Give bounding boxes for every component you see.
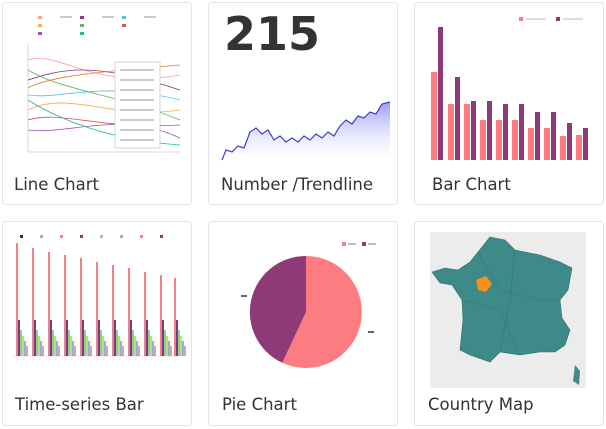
card-line-chart-part	[2, 2, 192, 205]
bar-chart-thumbnail-part	[551, 112, 556, 160]
time-series-bar-thumbnail-part	[112, 265, 114, 356]
pie-chart-thumbnail-part	[282, 256, 362, 368]
card-label: Number /Trendline	[221, 175, 373, 194]
line-chart-thumbnail	[27, 16, 181, 153]
card-label: Time-series Bar	[14, 395, 144, 414]
line-chart-thumbnail-part	[122, 24, 126, 27]
time-series-bar-thumbnail-part	[20, 235, 23, 238]
pie-chart-thumbnail-part	[362, 242, 366, 246]
card-label: Bar Chart	[432, 175, 511, 194]
country-map-thumbnail-part	[573, 365, 580, 385]
bar-chart-thumbnail-part	[567, 123, 572, 160]
country-map-thumbnail-part	[499, 249, 516, 353]
country-map-thumbnail	[430, 232, 586, 388]
bar-chart-thumbnail-part	[496, 120, 502, 160]
time-series-bar-thumbnail-part	[160, 275, 162, 356]
bar-chart-thumbnail-part	[438, 27, 443, 160]
line-chart-thumbnail-part	[102, 16, 114, 18]
time-series-bar-thumbnail-part	[120, 235, 123, 238]
country-map-thumbnail-part	[461, 299, 521, 356]
time-series-bar-thumbnail-part	[128, 268, 130, 356]
time-series-bar-thumbnail-part	[64, 255, 66, 356]
country-map-thumbnail-part	[477, 251, 560, 301]
line-chart-thumbnail-part	[60, 16, 72, 18]
pie-chart-thumbnail	[241, 242, 376, 368]
time-series-bar-thumbnail	[14, 235, 186, 357]
bar-chart-thumbnail-part	[576, 135, 582, 160]
bar-chart-thumbnail-part	[487, 101, 492, 160]
time-series-bar-thumbnail-part	[174, 278, 176, 356]
line-chart-thumbnail-part	[144, 16, 156, 18]
pie-chart-thumbnail-part	[241, 295, 247, 297]
bar-chart-thumbnail-part	[431, 72, 437, 160]
bar-chart-thumbnail-part	[455, 77, 460, 160]
time-series-bar-thumbnail-part	[100, 235, 103, 238]
time-series-bar-thumbnail-part	[16, 243, 18, 356]
time-series-bar-thumbnail-part	[60, 235, 63, 238]
time-series-bar-thumbnail-part	[96, 262, 98, 356]
time-series-bar-thumbnail-part	[140, 235, 143, 238]
bar-chart-thumbnail-part	[519, 104, 524, 160]
line-chart-thumbnail-part	[114, 61, 161, 149]
big-number: 215	[224, 7, 320, 61]
bar-chart-thumbnail-part	[519, 17, 523, 21]
bar-chart-thumbnail-part	[535, 112, 540, 160]
bar-chart-thumbnail-part	[512, 120, 518, 160]
card-label: Country Map	[428, 395, 534, 414]
card-label: Line Chart	[14, 175, 100, 194]
bar-chart-thumbnail-part	[556, 17, 560, 21]
pie-chart-thumbnail-part	[249, 255, 306, 363]
time-series-bar-thumbnail-part	[80, 235, 83, 238]
time-series-bar-thumbnail-part	[160, 235, 163, 238]
card-label: Pie Chart	[222, 395, 297, 414]
bar-chart-thumbnail-part	[563, 18, 583, 20]
line-chart-thumbnail-part	[38, 32, 42, 35]
bar-chart-thumbnail-part	[448, 104, 454, 160]
card-bar-chart-part	[414, 2, 604, 205]
time-series-bar-thumbnail-part	[144, 272, 146, 356]
trendline-thumbnail	[221, 101, 391, 161]
bar-chart-thumbnail-part	[471, 101, 476, 160]
pie-chart-thumbnail-part	[342, 242, 346, 246]
line-chart-thumbnail-part	[38, 16, 42, 19]
pie-chart-thumbnail-part	[368, 331, 374, 333]
line-chart-thumbnail-part	[80, 16, 84, 19]
country-map-thumbnail-part	[476, 276, 492, 292]
bar-chart-thumbnail-part	[560, 136, 566, 160]
card-line-chart[interactable]	[2, 2, 192, 205]
bar-chart-thumbnail-part	[583, 128, 588, 160]
bar-chart-thumbnail-part	[544, 128, 550, 160]
country-map-thumbnail-part	[431, 236, 573, 363]
time-series-bar-thumbnail-part	[40, 235, 43, 238]
pie-chart-thumbnail-part	[368, 243, 376, 245]
trendline-thumbnail-part	[221, 101, 391, 161]
bar-chart-thumbnail-part	[480, 120, 486, 160]
pie-chart-thumbnail-part	[348, 243, 356, 245]
card-bar-chart[interactable]	[414, 2, 604, 205]
line-chart-thumbnail-part	[80, 24, 84, 27]
bar-chart-thumbnail-part	[464, 104, 470, 160]
time-series-bar-thumbnail-part	[48, 252, 50, 356]
time-series-bar-thumbnail-part	[32, 248, 34, 356]
line-chart-thumbnail-part	[122, 16, 126, 19]
line-chart-thumbnail-part	[38, 24, 42, 27]
line-chart-thumbnail-part	[80, 32, 84, 35]
trendline-thumbnail-part	[222, 102, 390, 160]
time-series-bar-thumbnail-part	[80, 258, 82, 356]
bar-chart-thumbnail	[431, 17, 588, 160]
bar-chart-thumbnail-part	[526, 18, 546, 20]
bar-chart-thumbnail-part	[503, 104, 508, 160]
bar-chart-thumbnail-part	[528, 128, 534, 160]
